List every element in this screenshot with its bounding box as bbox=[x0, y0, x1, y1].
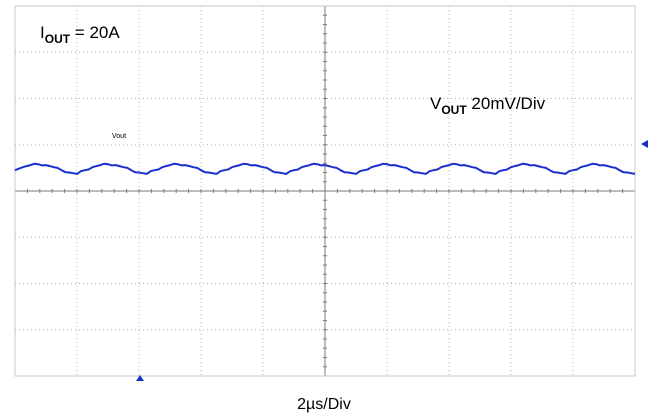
trigger-position-marker-icon bbox=[136, 375, 144, 381]
current-annotation-base: I bbox=[40, 23, 45, 42]
current-annotation-rest: = 20A bbox=[70, 23, 120, 42]
plot-frame bbox=[14, 5, 636, 377]
vout-annotation-rest: 20mV/Div bbox=[467, 94, 546, 113]
vout-annotation: VOUT 20mV/Div bbox=[430, 94, 546, 117]
vout-ripple-trace bbox=[14, 162, 636, 175]
trigger-level-marker-icon bbox=[641, 140, 648, 148]
trace-label: Vout bbox=[112, 133, 126, 140]
current-annotation-sub: OUT bbox=[45, 32, 71, 46]
current-annotation: IOUT = 20A bbox=[40, 23, 120, 46]
vout-trace-group bbox=[14, 162, 636, 175]
x-axis-label: 2µs/Div bbox=[297, 396, 351, 413]
vout-annotation-base: V bbox=[430, 94, 442, 113]
vout-annotation-sub: OUT bbox=[441, 103, 467, 117]
